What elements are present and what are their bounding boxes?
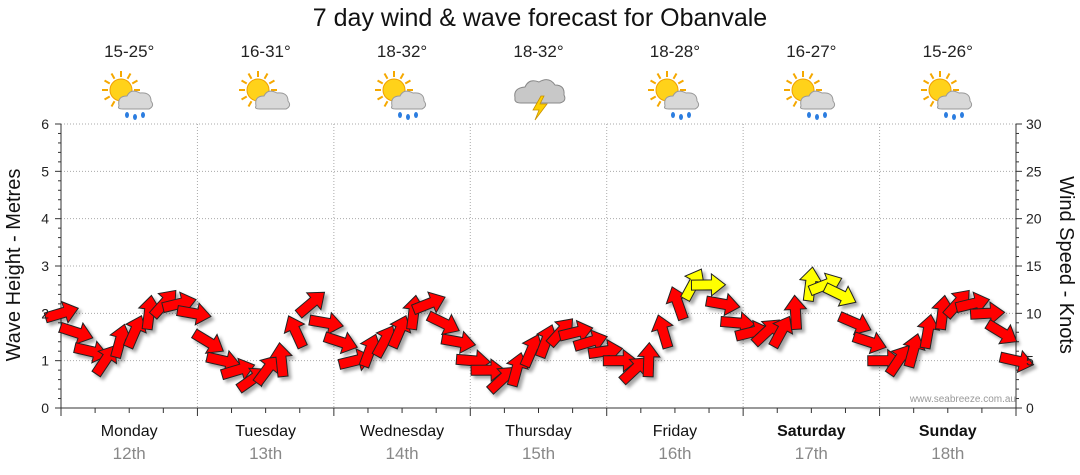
day-label: Friday <box>653 423 697 440</box>
date-label: 17th <box>795 444 828 463</box>
wind-arrow <box>410 291 446 316</box>
wind-arrow <box>425 310 460 336</box>
wind-arrow <box>837 311 872 336</box>
date-label: 14th <box>386 444 419 463</box>
sun-cloud-rain-icon <box>99 68 159 122</box>
day-label: Sunday <box>919 423 977 440</box>
right-tick-label: 0 <box>1026 400 1034 416</box>
wind-arrow <box>557 319 594 344</box>
wind-arrow <box>109 323 133 360</box>
wind-arrow <box>440 330 477 355</box>
wind-arrow <box>969 301 1006 326</box>
sun-cloud-rain-icon <box>372 68 432 122</box>
chart-title: 7 day wind & wave forecast for Obanvale <box>312 4 768 32</box>
right-tick-label: 30 <box>1026 116 1042 132</box>
temperature-range: 16-31° <box>240 42 291 61</box>
right-tick-label: 20 <box>1026 211 1042 227</box>
wind-arrow <box>822 282 857 307</box>
right-tick-label: 10 <box>1026 305 1042 321</box>
wind-arrow <box>572 329 608 353</box>
right-tick-label: 25 <box>1026 163 1042 179</box>
wind-arrow <box>984 319 1018 345</box>
wind-arrow <box>219 357 256 381</box>
left-tick-label: 5 <box>41 163 49 179</box>
wind-arrow <box>190 328 225 354</box>
wind-arrow <box>783 294 808 331</box>
right-axis-title: Wind Speed - Knots <box>1055 176 1077 354</box>
temperature-range: 18-28° <box>649 42 701 61</box>
sun-cloud-icon <box>236 68 296 122</box>
sun-cloud-rain-icon <box>645 68 705 122</box>
wind-arrow <box>176 302 212 326</box>
wind-arrow <box>704 292 741 317</box>
wind-arrow <box>798 266 823 302</box>
date-label: 13th <box>249 444 282 463</box>
wind-arrow <box>916 313 941 350</box>
wind-arrow <box>294 291 326 319</box>
date-label: 12th <box>113 444 146 463</box>
wind-arrow <box>650 314 674 350</box>
left-tick-label: 3 <box>41 258 49 274</box>
left-tick-label: 4 <box>41 211 49 227</box>
watermark: www.seabreeze.com.au <box>909 394 1016 405</box>
date-label: 16th <box>658 444 691 463</box>
storm-cloud-icon <box>509 68 569 122</box>
day-label: Thursday <box>505 423 572 440</box>
wind-arrow <box>283 315 308 350</box>
wind-arrow <box>636 341 661 378</box>
wind-arrow <box>998 349 1035 374</box>
wind-arrow <box>58 321 94 345</box>
left-tick-label: 2 <box>41 305 49 321</box>
day-label: Saturday <box>777 423 846 440</box>
left-tick-label: 6 <box>41 116 49 132</box>
sun-cloud-rain-icon <box>781 68 841 122</box>
date-label: 18th <box>931 444 964 463</box>
wind-arrow <box>690 272 727 297</box>
day-label: Monday <box>101 423 158 440</box>
right-tick-label: 15 <box>1026 258 1042 274</box>
temperature-range: 18-32° <box>513 42 564 61</box>
temperature-range: 15-26° <box>922 42 973 61</box>
left-tick-label: 0 <box>41 400 49 416</box>
wind-arrow <box>269 341 293 378</box>
wind-arrow <box>308 311 344 336</box>
right-tick-label: 5 <box>1026 353 1034 369</box>
left-tick-label: 1 <box>41 353 49 369</box>
temperature-range: 18-32° <box>376 42 428 61</box>
day-label: Wednesday <box>360 423 444 440</box>
left-axis-title: Wave Height - Metres <box>3 169 25 362</box>
date-label: 15th <box>522 444 555 463</box>
temperature-range: 15-25° <box>104 42 155 61</box>
temperature-range: 16-27° <box>786 42 837 61</box>
wind-arrow <box>851 331 887 355</box>
sun-cloud-rain-icon <box>918 68 978 122</box>
wind-arrow <box>322 331 359 355</box>
day-label: Tuesday <box>235 423 296 440</box>
wind-arrow <box>43 300 80 324</box>
